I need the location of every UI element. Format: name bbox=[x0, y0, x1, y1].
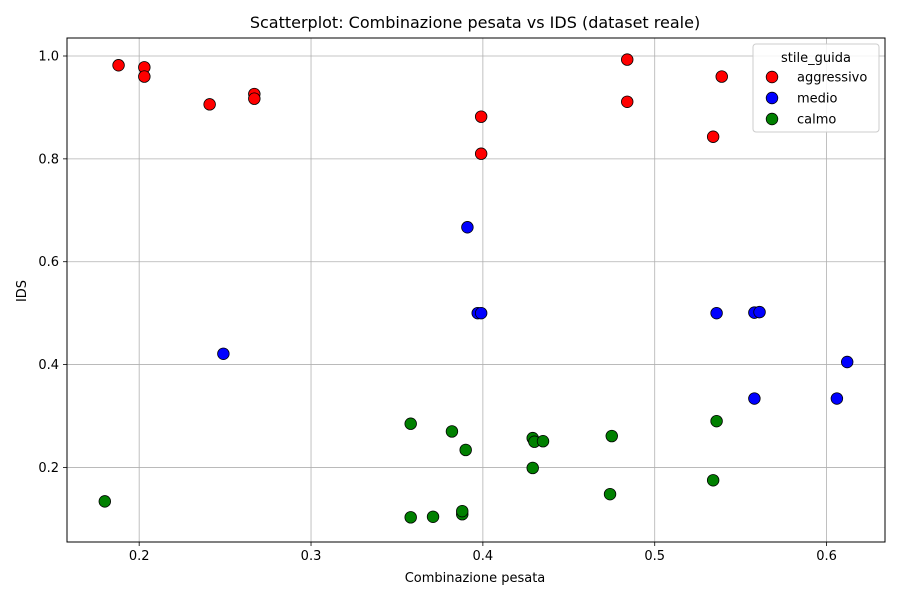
data-point-calmo bbox=[426, 510, 440, 524]
x-tick-label: 0.5 bbox=[644, 549, 665, 564]
legend-label-calmo: calmo bbox=[797, 113, 836, 128]
data-point-aggressivo bbox=[112, 59, 125, 72]
data-point-aggressivo bbox=[248, 92, 261, 105]
data-point-calmo bbox=[605, 429, 618, 443]
y-tick-label: 1.0 bbox=[38, 50, 59, 65]
data-point-medio bbox=[748, 392, 761, 405]
data-point-medio bbox=[474, 306, 488, 320]
y-tick-label: 0.4 bbox=[38, 358, 59, 373]
data-point-calmo bbox=[445, 425, 459, 438]
data-point-aggressivo bbox=[474, 110, 488, 123]
data-point-medio bbox=[710, 306, 723, 320]
data-point-calmo bbox=[710, 414, 723, 428]
legend-marker-calmo bbox=[765, 112, 779, 126]
data-point-calmo bbox=[98, 495, 112, 508]
x-axis-label: Combinazione pesata bbox=[405, 571, 546, 586]
x-tick-label: 0.6 bbox=[816, 549, 837, 564]
axis-ticks: 0.2 0.3 0.4 0.5 0.6 0.2 0.4 0.6 0.8 1.0 bbox=[38, 50, 837, 565]
x-tick-label: 0.3 bbox=[301, 549, 322, 564]
data-point-aggressivo bbox=[715, 70, 728, 83]
data-point-aggressivo bbox=[203, 98, 216, 111]
data-point-calmo bbox=[536, 435, 550, 448]
legend-label-aggressivo: aggressivo bbox=[797, 71, 867, 86]
y-tick-label: 0.8 bbox=[38, 152, 59, 167]
data-point-calmo bbox=[459, 443, 472, 457]
y-tick-label: 0.6 bbox=[38, 255, 59, 270]
x-tick-label: 0.4 bbox=[473, 549, 494, 564]
data-points bbox=[98, 53, 854, 524]
legend-box bbox=[752, 43, 880, 133]
y-axis-label: IDS bbox=[15, 280, 30, 302]
legend-label-medio: medio bbox=[797, 92, 838, 107]
data-point-calmo bbox=[404, 511, 417, 524]
chart-title: Scatterplot: Combinazione pesata vs IDS … bbox=[250, 13, 700, 32]
data-point-medio bbox=[753, 305, 766, 319]
data-point-aggressivo bbox=[621, 53, 634, 66]
legend-marker-medio bbox=[765, 91, 779, 105]
data-point-medio bbox=[217, 347, 230, 360]
data-point-aggressivo bbox=[474, 147, 488, 160]
data-point-medio bbox=[461, 221, 474, 234]
y-tick-label: 0.2 bbox=[38, 461, 59, 476]
data-point-medio bbox=[830, 392, 844, 405]
legend-title: stile_guida bbox=[781, 51, 851, 66]
data-point-calmo bbox=[526, 461, 539, 475]
data-point-calmo bbox=[456, 504, 469, 518]
data-point-aggressivo bbox=[138, 70, 151, 83]
data-point-calmo bbox=[603, 487, 617, 501]
legend: stile_guida aggressivo medio calmo bbox=[752, 43, 880, 133]
x-tick-label: 0.2 bbox=[129, 549, 150, 564]
data-point-calmo bbox=[404, 417, 417, 430]
data-point-calmo bbox=[706, 474, 720, 487]
data-point-aggressivo bbox=[621, 95, 634, 108]
legend-marker-aggressivo bbox=[765, 70, 779, 84]
data-point-aggressivo bbox=[706, 130, 720, 143]
data-point-medio bbox=[840, 355, 854, 369]
plot-frame bbox=[66, 37, 886, 543]
